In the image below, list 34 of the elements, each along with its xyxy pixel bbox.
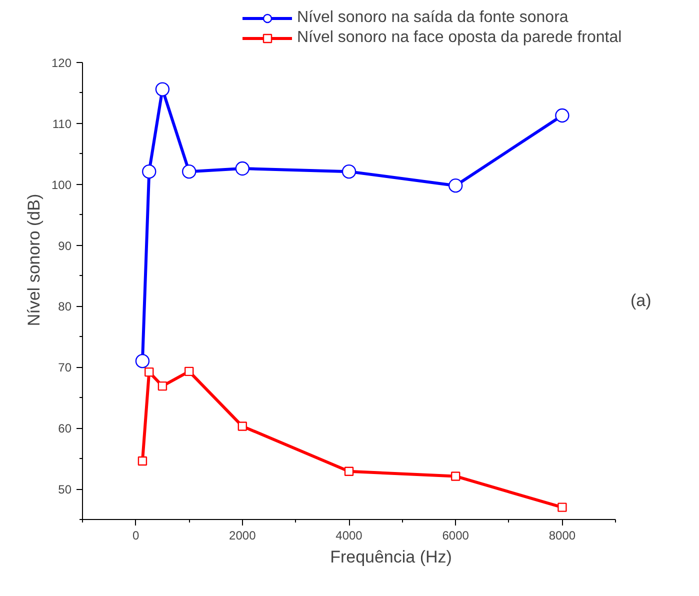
point [135, 354, 150, 368]
legend-label: Nível sonoro na face oposta da parede frontal [297, 29, 622, 47]
point [448, 178, 463, 193]
point [238, 422, 247, 431]
point [142, 164, 156, 179]
y-tick-label: 90 [58, 238, 72, 253]
point [344, 466, 354, 476]
y-axis-title: Nível sonoro (dB) [24, 194, 44, 326]
point [555, 108, 570, 123]
point [451, 472, 460, 481]
x-axis-title: Frequência (Hz) [330, 548, 452, 566]
point [342, 164, 356, 179]
x-tick-label: 8000 [548, 528, 576, 542]
point [182, 164, 196, 179]
legend-label: Nível sonoro na saída da fonte sonora [297, 9, 568, 27]
point [155, 82, 170, 96]
x-tick-label: 0 [132, 528, 140, 542]
x-tick-label: 2000 [229, 528, 256, 542]
y-tick-label: 60 [58, 422, 72, 436]
point [235, 161, 250, 176]
x-tick-label: 4000 [336, 528, 363, 542]
point [144, 367, 154, 377]
point [558, 502, 567, 512]
y-tick-label: 110 [52, 116, 72, 131]
point [158, 381, 168, 391]
text: (a) [630, 291, 652, 310]
y-tick-label: 70 [58, 360, 72, 375]
point [138, 456, 148, 466]
y-tick-label: 50 [58, 482, 72, 497]
y-tick-label: 120 [51, 56, 72, 70]
point [184, 366, 194, 376]
y-tick-label: 100 [51, 178, 72, 192]
x-tick-label: 6000 [442, 528, 470, 542]
y-tick-label: 80 [58, 300, 72, 314]
